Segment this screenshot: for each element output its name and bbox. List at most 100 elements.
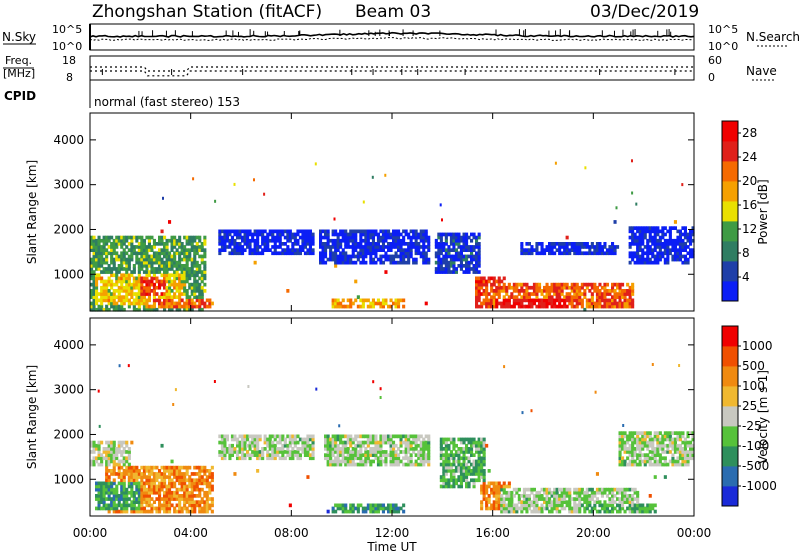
heatmap-cell	[107, 484, 111, 489]
heatmap-cell	[281, 453, 285, 457]
heatmap-cell	[565, 282, 569, 287]
heatmap-cell	[389, 434, 393, 439]
heatmap-cell	[210, 301, 214, 306]
heatmap-cell	[628, 242, 632, 246]
heatmap-cell	[137, 264, 141, 268]
heatmap-cell	[238, 248, 242, 252]
heatmap-cell	[220, 453, 224, 457]
heatmap-cell	[535, 298, 539, 303]
heatmap-cell	[475, 260, 479, 265]
heatmap-cell	[628, 245, 632, 249]
heatmap-cell	[95, 238, 99, 243]
heatmap-cell	[218, 229, 222, 234]
heatmap-cell	[137, 267, 141, 271]
heatmap-cell	[454, 251, 458, 256]
heatmap-cell	[185, 251, 189, 256]
heatmap-cell	[142, 264, 146, 268]
heatmap-cell	[233, 450, 237, 454]
heatmap-cell	[137, 235, 141, 240]
heatmap-cell	[477, 295, 481, 299]
heatmap-cell	[608, 251, 612, 256]
heatmap-cell	[497, 500, 501, 504]
heatmap-cell	[105, 497, 109, 501]
heatmap-cell	[470, 238, 474, 243]
heatmap-cell	[198, 304, 202, 309]
heatmap-cell	[683, 235, 687, 240]
heatmap-cell	[563, 251, 567, 256]
heatmap-cell	[251, 450, 255, 454]
heatmap-cell	[92, 276, 96, 281]
heatmap-cell	[183, 503, 187, 508]
heatmap-cell	[543, 487, 547, 492]
heatmap-cell	[419, 232, 423, 237]
heatmap-cell	[477, 472, 481, 476]
heatmap-cell	[392, 232, 396, 237]
heatmap-cell	[132, 509, 136, 514]
heatmap-cell	[241, 238, 245, 243]
heatmap-cell	[593, 282, 597, 287]
heatmap-cell	[417, 450, 421, 454]
heatmap-cell	[127, 497, 131, 501]
heatmap-cell	[356, 506, 360, 511]
heatmap-cell	[283, 443, 287, 448]
heatmap-cell	[444, 257, 448, 262]
heatmap-cell	[663, 456, 667, 461]
heatmap-cell	[243, 440, 247, 445]
heatmap-cell	[379, 503, 383, 508]
heatmap-cell	[590, 509, 594, 514]
heatmap-cell	[470, 267, 474, 271]
heatmap-cell	[636, 440, 640, 445]
heatmap-cell	[168, 494, 172, 498]
heatmap-cell	[120, 450, 124, 454]
heatmap-cell	[580, 487, 584, 492]
heatmap-cell	[397, 506, 401, 511]
heatmap-cell	[291, 450, 295, 454]
heatmap-cell	[374, 254, 378, 259]
heatmap-cell	[676, 248, 680, 252]
heatmap-cell	[115, 289, 119, 293]
heatmap-cell	[482, 282, 486, 287]
heatmap-cell	[439, 478, 443, 483]
heatmap-cell	[535, 497, 539, 501]
heatmap-cell	[97, 251, 101, 256]
heatmap-cell	[155, 490, 159, 495]
heatmap-cell	[459, 440, 463, 445]
heatmap-cell	[163, 484, 167, 489]
heatmap-cell	[273, 245, 277, 249]
heatmap-cell	[178, 257, 182, 262]
heatmap-cell	[283, 456, 287, 461]
heatmap-cell	[641, 440, 645, 445]
heatmap-cell	[147, 282, 151, 287]
heatmap-cell	[145, 270, 149, 274]
heatmap-cell	[459, 238, 463, 243]
heatmap-cell	[452, 459, 456, 464]
heatmap-cell	[147, 509, 151, 514]
heatmap-cell	[130, 301, 134, 306]
heatmap-cell	[258, 434, 262, 439]
heatmap-cell	[621, 490, 625, 495]
heatmap-cell	[359, 434, 363, 439]
heatmap-cell	[331, 434, 335, 439]
heatmap-cell	[142, 497, 146, 501]
heatmap-cell	[678, 245, 682, 249]
heatmap-cell	[689, 450, 693, 454]
heatmap-cell	[656, 242, 660, 246]
heatmap-cell	[485, 292, 489, 296]
heatmap-cell	[512, 301, 516, 306]
heatmap-cell	[404, 232, 408, 237]
heatmap-cell	[616, 509, 620, 514]
heatmap-cell	[306, 443, 310, 448]
heatmap-cell	[560, 282, 564, 287]
heatmap-cell	[326, 232, 330, 237]
heatmap-cell	[371, 437, 375, 442]
heatmap-cell	[334, 245, 338, 249]
heatmap-cell	[568, 295, 572, 299]
heatmap-cell	[203, 301, 207, 306]
heatmap-cell	[482, 298, 486, 303]
heatmap-cell	[102, 292, 106, 296]
heatmap-cell	[203, 242, 207, 246]
heatmap-cell	[163, 279, 167, 284]
heatmap-cell	[203, 270, 207, 274]
heatmap-cell	[339, 232, 343, 237]
